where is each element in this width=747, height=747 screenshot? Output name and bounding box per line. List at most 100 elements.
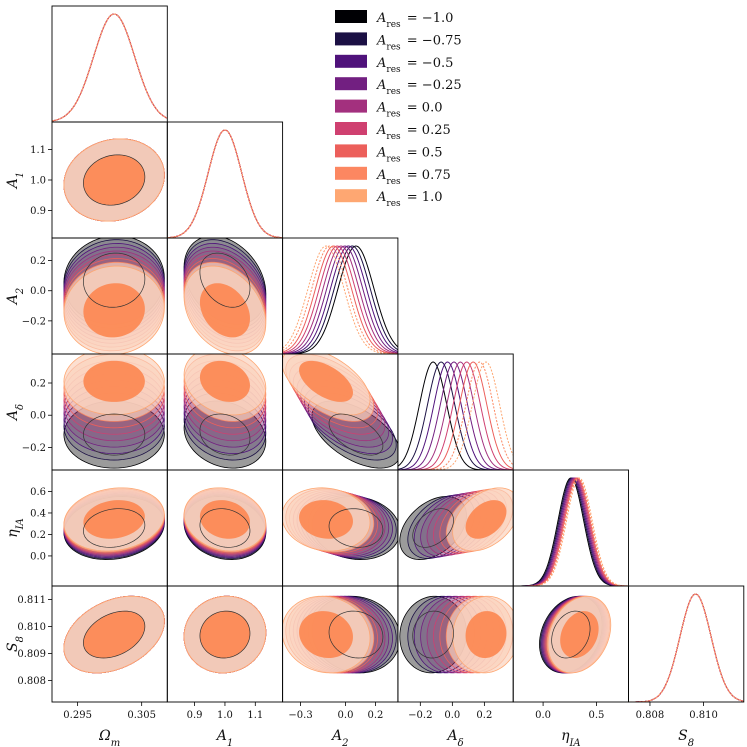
- panel-frame: [282, 237, 399, 355]
- legend-label: Ares = 0.25: [376, 123, 451, 142]
- contour-inner-series-8: [199, 283, 250, 338]
- panel-content: [282, 245, 398, 354]
- legend-item: Ares = 0.75: [335, 166, 451, 187]
- x-tick-label-Ad: 0.0: [444, 710, 460, 721]
- contour-inner-series-8: [199, 360, 250, 402]
- legend-item: Ares = −0.5: [335, 54, 453, 75]
- panel-eta-vs-Ad: [397, 469, 514, 587]
- panel-content: [167, 129, 283, 238]
- panel-A1-vs-A1: [166, 121, 284, 239]
- legend-item: Ares = 1.0: [335, 189, 442, 209]
- marginal-A2-series-0: [282, 245, 398, 354]
- legend-swatch: [335, 189, 367, 203]
- marginal-eta-series-1: [513, 477, 629, 586]
- panel-content: [397, 361, 514, 470]
- contour-inner-series-8: [83, 360, 145, 402]
- contour-inner-series-8: [299, 611, 353, 659]
- x-axis-label-A1: A1: [215, 728, 234, 747]
- y-tick-label-eta: 0.6: [30, 487, 46, 498]
- panel-A2-vs-A1: [166, 237, 284, 355]
- marginal-eta-series-3: [513, 477, 629, 586]
- legend-swatch: [335, 10, 367, 23]
- legend-swatch: [335, 77, 367, 91]
- marginal-S8-series-4: [628, 593, 744, 702]
- panel-content: [183, 354, 267, 469]
- legend-label: Ares = −1.0: [376, 11, 453, 30]
- panel-S8-vs-eta: 0.0 0.5 ηIA: [512, 585, 629, 747]
- x-tick-label-A2: −0.3: [288, 710, 312, 721]
- panel-content: [183, 595, 267, 674]
- x-tick-label-eta: 0.0: [535, 710, 551, 721]
- contour-inner-series-0: [551, 610, 591, 659]
- panel-eta-vs-A2: [282, 469, 399, 587]
- panel-content: [282, 354, 398, 469]
- marginal-S8-series-1: [628, 593, 744, 702]
- panels-layer: 0.91.01.1A1−0.20.00.2A2−0.20.00.2Aδ0.00.…: [5, 5, 745, 747]
- x-tick-label-A1: 1.0: [217, 710, 233, 721]
- x-tick-label-A1: 1.1: [247, 710, 263, 721]
- y-tick-label-A1: 1.0: [30, 176, 46, 187]
- y-tick-label-A1: 0.9: [30, 206, 46, 217]
- panel-Om-vs-Om: [51, 5, 168, 123]
- x-axis-label-Ad: Aδ: [445, 728, 463, 747]
- marginal-A2-series-1: [282, 245, 398, 354]
- marginal-A1-series-6: [167, 129, 283, 238]
- panel-eta-vs-A1: [166, 469, 284, 587]
- contour-inner-series-8: [299, 500, 353, 539]
- contour-inner-series-8: [465, 500, 507, 539]
- marginal-S8-series-0: [628, 593, 744, 702]
- panel-S8-vs-Ad: −0.2 0.0 0.2 Aδ: [397, 585, 514, 747]
- x-tick-label-A1: 0.9: [187, 710, 203, 721]
- panel-S8-vs-Om: 0.295 0.305 Ωm 0.808 0.809 0.810 0.811 S8: [5, 585, 168, 747]
- contour-inner-series-8: [83, 611, 145, 659]
- marginal-S8-series-5: [628, 593, 744, 702]
- panel-A1-vs-Om: 0.9 1.0 1.1 A1: [5, 121, 168, 239]
- panel-content: [399, 487, 514, 560]
- panel-A2-vs-A2: [282, 237, 399, 355]
- legend-item: Ares = −0.25: [335, 77, 462, 97]
- y-tick-label-S8: 0.811: [17, 595, 46, 606]
- x-axis-label-eta: ηIA: [561, 728, 581, 747]
- panel-Ad-vs-A1: [166, 353, 284, 471]
- legend-label: Ares = −0.25: [376, 78, 462, 97]
- x-tick-label-S8: 0.808: [636, 710, 665, 721]
- marginal-A2-series-2: [282, 245, 398, 354]
- x-tick-label-A2: 0.0: [338, 710, 354, 721]
- y-axis-label-Ad: Aδ: [5, 404, 26, 422]
- legend-item: Ares = −0.75: [335, 32, 462, 52]
- y-tick-label-eta: 0.4: [30, 508, 46, 519]
- y-tick-label-A1: 1.1: [30, 145, 46, 156]
- panel-content: [399, 595, 514, 674]
- x-axis-label-A2: A2: [330, 728, 349, 747]
- panel-content: [63, 354, 165, 469]
- contour-inner-series-0: [199, 413, 251, 456]
- marginal-A1-series-0: [167, 129, 283, 238]
- panel-eta-vs-eta: [512, 469, 629, 587]
- legend-swatch: [335, 122, 367, 135]
- marginal-A1-series-7: [167, 129, 283, 238]
- legend-item: Ares = −1.0: [335, 10, 453, 30]
- y-tick-label-A2: 0.0: [30, 286, 46, 297]
- marginal-A2-series-4: [282, 245, 398, 354]
- y-axis-label-A2: A2: [5, 288, 26, 307]
- panel-Ad-vs-Om: −0.2 0.0 0.2 Aδ: [5, 353, 168, 471]
- y-axis-label-eta: ηIA: [5, 518, 26, 538]
- panel-content: [63, 595, 165, 674]
- legend-label: Ares = −0.5: [376, 56, 453, 75]
- x-axis-label-S8: S8: [678, 728, 694, 747]
- x-tick-label-Om: 0.305: [127, 710, 156, 721]
- marginal-eta-series-7: [513, 477, 629, 586]
- panel-eta-vs-Om: 0.0 0.2 0.4 0.6 ηIA: [5, 469, 168, 587]
- marginal-Ad-series-3: [397, 361, 514, 470]
- marginal-Om-series-4: [52, 13, 168, 122]
- contour-inner-series-0: [412, 610, 454, 659]
- marginal-A1-series-4: [167, 129, 283, 238]
- contour-inner-series-0: [83, 413, 146, 456]
- panel-content: [63, 238, 165, 354]
- x-tick-label-Om: 0.295: [63, 710, 92, 721]
- marginal-A2-series-6: [282, 245, 398, 354]
- panel-content: [513, 477, 629, 586]
- y-tick-label-S8: 0.809: [17, 649, 46, 660]
- x-tick-label-eta: 0.5: [589, 710, 605, 721]
- panel-A2-vs-Om: −0.2 0.0 0.2 A2: [5, 237, 168, 355]
